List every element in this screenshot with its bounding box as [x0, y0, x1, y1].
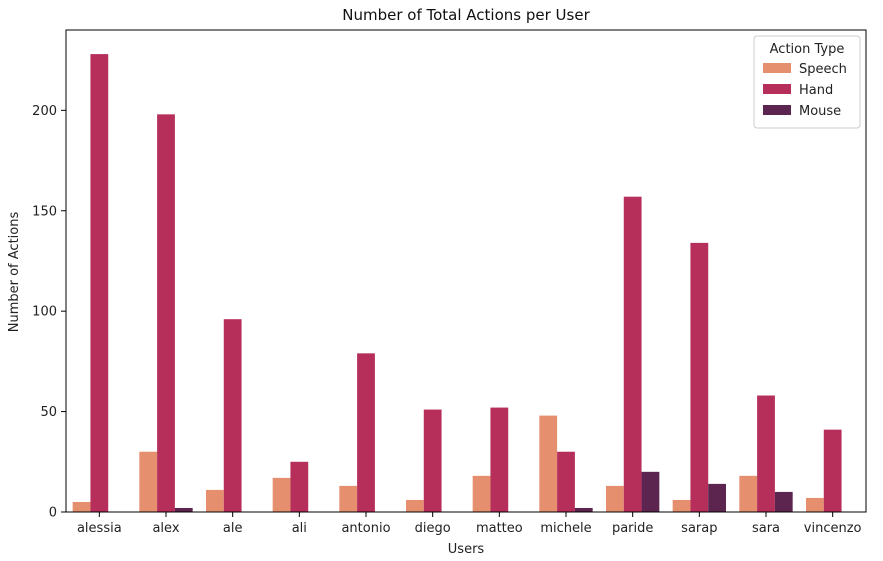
bar-speech-ale: [206, 489, 224, 512]
axes-layer: 0 50 100 150 200 alessia alex ale ali antonio dieg…: [32, 29, 867, 536]
x-tick-label-ali: ali: [292, 521, 307, 536]
bars-layer: [72, 54, 842, 512]
bar-speech-sarap: [672, 499, 691, 512]
legend-swatch-hand: [763, 84, 791, 94]
bar-mouse-sara: [774, 491, 793, 512]
legend-swatch-mouse: [763, 105, 791, 115]
y-tick-label: 0: [49, 506, 57, 521]
bar-hand-ali: [290, 461, 309, 512]
bar-speech-ali: [272, 477, 291, 512]
legend-swatch-speech: [763, 63, 791, 73]
bar-mouse-michele: [574, 507, 593, 512]
legend-label-hand: Hand: [799, 83, 833, 98]
bar-speech-alex: [139, 451, 158, 512]
bar-hand-matteo: [490, 407, 509, 512]
y-tick-label: 200: [32, 104, 57, 119]
bar-speech-paride: [606, 485, 624, 512]
x-tick-label-michele: michele: [540, 521, 591, 536]
legend-label-speech: Speech: [799, 62, 847, 77]
chart-title: Number of Total Actions per User: [342, 6, 590, 24]
x-tick-label-sarap: sarap: [681, 521, 717, 536]
legend-title: Action Type: [770, 42, 845, 57]
bar-speech-alessia: [72, 501, 91, 512]
bar-speech-matteo: [472, 475, 491, 512]
x-tick-label-matteo: matteo: [476, 521, 523, 536]
legend-label-mouse: Mouse: [799, 104, 841, 119]
bar-mouse-alex: [174, 507, 193, 512]
bar-mouse-paride: [641, 471, 660, 512]
x-tick-label-vincenzo: vincenzo: [804, 521, 862, 536]
legend: Action Type Speech Hand Mouse: [753, 35, 861, 129]
bar-speech-sara: [739, 475, 758, 512]
x-tick-label-alessia: alessia: [77, 521, 122, 536]
bar-hand-alex: [157, 114, 175, 512]
bar-hand-sarap: [690, 242, 709, 512]
plot-frame: [65, 29, 867, 513]
bar-hand-michele: [557, 451, 575, 512]
bar-hand-antonio: [357, 353, 375, 512]
bar-speech-vincenzo: [806, 497, 824, 512]
y-axis-label: Number of Actions: [7, 212, 22, 333]
x-axis-label: Users: [448, 542, 485, 557]
bar-speech-michele: [539, 415, 558, 512]
bar-mouse-sarap: [708, 483, 726, 512]
bar-speech-diego: [406, 499, 424, 512]
x-tick-label-sara: sara: [752, 521, 780, 536]
x-tick-label-alex: alex: [152, 521, 179, 536]
x-tick-label-ale: ale: [223, 521, 243, 536]
bar-hand-ale: [223, 319, 242, 512]
x-tick-label-antonio: antonio: [341, 521, 390, 536]
bar-hand-paride: [623, 196, 642, 512]
x-tick-label-diego: diego: [415, 521, 451, 536]
x-tick-label-paride: paride: [612, 521, 653, 536]
y-tick-label: 150: [32, 204, 57, 219]
bar-hand-alessia: [90, 54, 109, 512]
y-tick-label: 50: [40, 405, 57, 420]
bar-hand-vincenzo: [823, 429, 842, 512]
bar-hand-diego: [423, 409, 442, 512]
y-tick-label: 100: [32, 305, 57, 320]
bar-speech-antonio: [339, 485, 358, 512]
bar-hand-sara: [757, 395, 775, 512]
